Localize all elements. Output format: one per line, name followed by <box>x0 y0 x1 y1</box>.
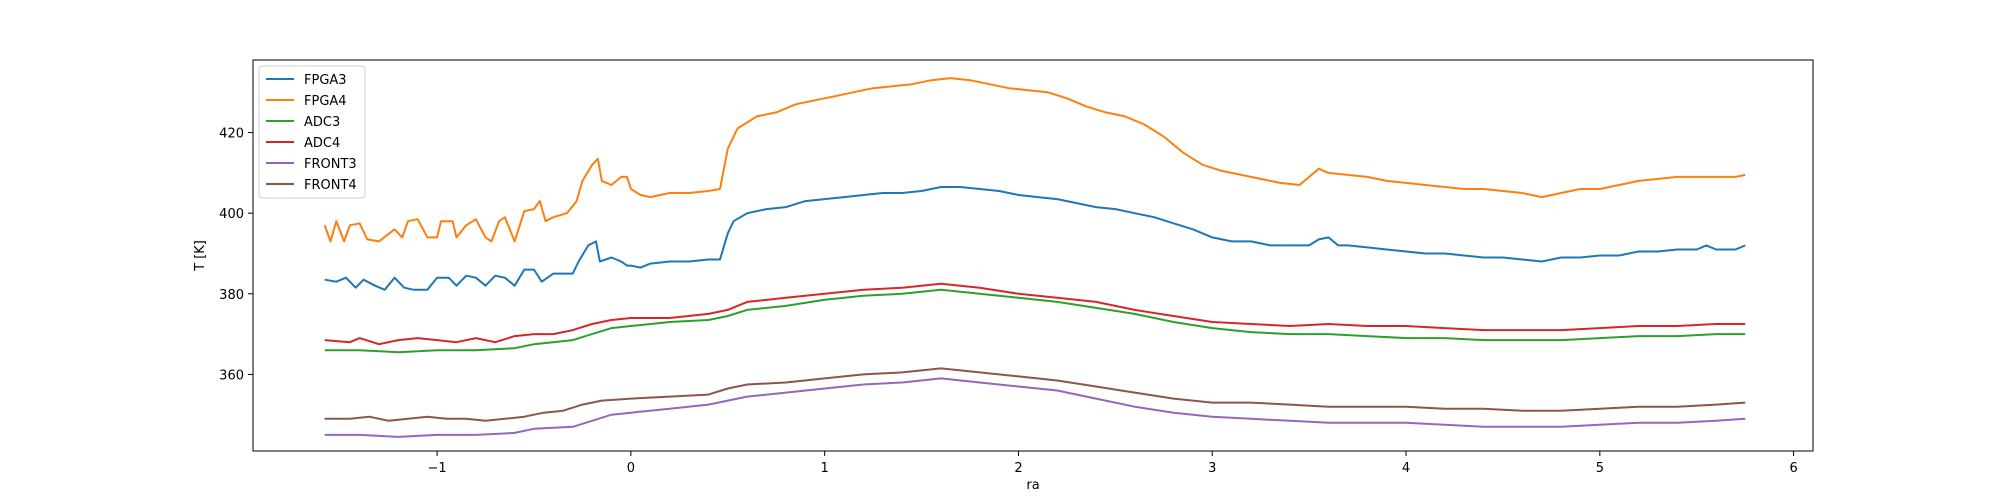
y-tick-label: 420 <box>219 127 244 142</box>
series-lines <box>323 77 1746 438</box>
legend-label: FPGA3 <box>304 73 347 88</box>
x-tick-label: −1 <box>428 461 447 476</box>
series-line-adc4 <box>324 282 1746 346</box>
legend-label: FRONT3 <box>304 157 357 172</box>
legend-label: FRONT4 <box>304 178 357 193</box>
x-tick-label: 3 <box>1208 461 1216 476</box>
plot-area <box>252 59 1814 452</box>
series-line-adc3 <box>324 288 1746 354</box>
series-line-front3 <box>324 377 1746 438</box>
y-axis-label: T [K] <box>193 240 208 272</box>
x-axis: −1 0 1 2 3 4 5 6 <box>428 451 1798 476</box>
y-axis: 360 380 400 420 <box>219 127 253 383</box>
y-tick-label: 380 <box>219 288 244 303</box>
series-line-front4 <box>324 367 1746 422</box>
legend: FPGA3 FPGA4 ADC3 ADC4 FRONT3 FRONT4 <box>258 65 366 199</box>
y-tick-label: 400 <box>219 207 244 222</box>
legend-label: ADC3 <box>304 115 340 130</box>
legend-label: FPGA4 <box>304 94 347 109</box>
legend-label: ADC4 <box>304 136 340 151</box>
x-tick-label: 6 <box>1789 461 1797 476</box>
x-tick-label: 2 <box>1014 461 1022 476</box>
series-line-fpga3 <box>324 186 1746 291</box>
x-tick-label: 5 <box>1596 461 1604 476</box>
x-axis-label: ra <box>1026 478 1039 493</box>
y-tick-label: 360 <box>219 368 244 383</box>
series-line-fpga4 <box>323 77 1746 243</box>
x-tick-label: 0 <box>627 461 635 476</box>
x-tick-label: 4 <box>1402 461 1410 476</box>
x-tick-label: 1 <box>821 461 829 476</box>
